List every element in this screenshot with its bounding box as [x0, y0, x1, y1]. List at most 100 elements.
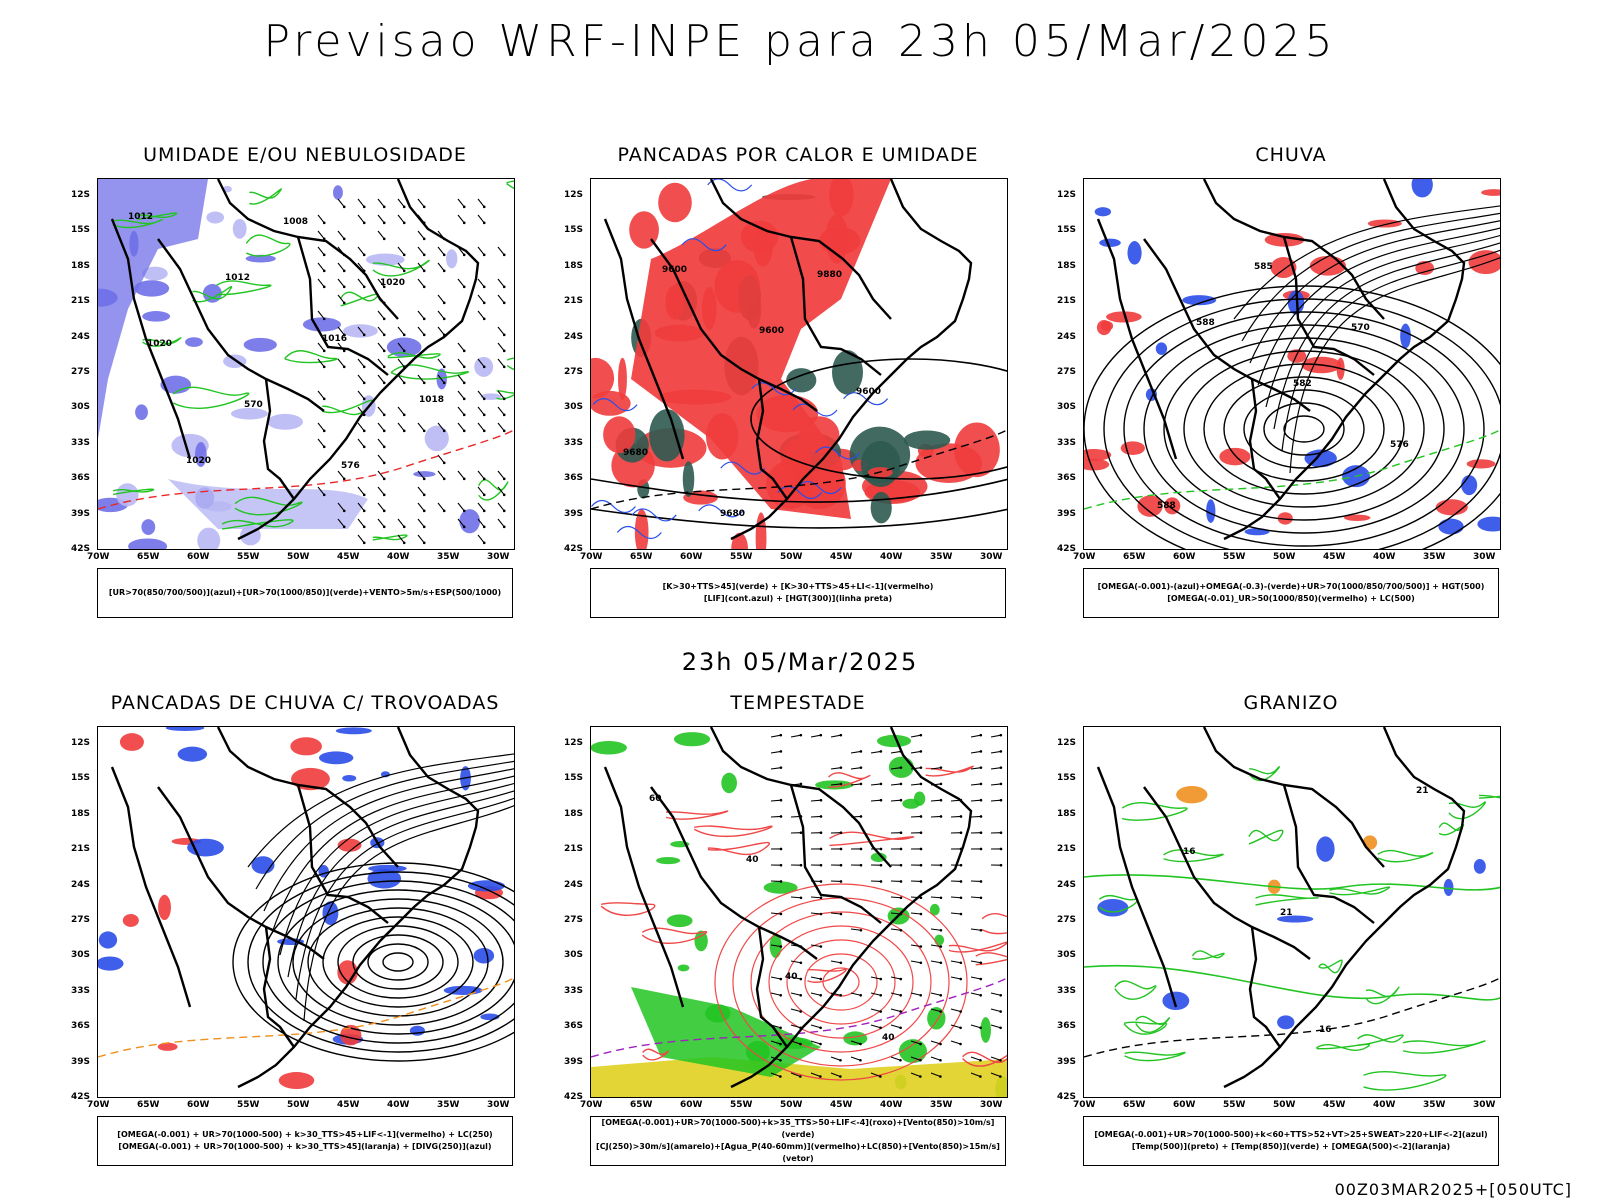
wind-arrow	[970, 815, 982, 818]
field-shading	[843, 1031, 868, 1046]
wind-arrow	[437, 326, 445, 336]
wind-arrow-head	[342, 525, 346, 529]
wind-arrow-head	[799, 896, 803, 900]
contour-line	[829, 831, 915, 847]
contour-value-label: 9600	[759, 326, 784, 336]
map-panel[interactable]: 588 582 576 588 585 570	[1083, 178, 1501, 550]
wind-arrow	[770, 912, 782, 915]
wind-arrow-head	[919, 912, 923, 916]
wind-arrow	[497, 422, 505, 432]
wind-arrow	[810, 912, 822, 915]
wind-arrow-head	[502, 397, 506, 401]
wind-arrow-head	[919, 831, 923, 835]
country-border-line	[262, 378, 295, 500]
wind-arrow	[357, 518, 365, 528]
streamline	[1249, 220, 1500, 364]
wind-arrow-head	[482, 285, 486, 289]
field-shading	[467, 880, 505, 892]
wind-arrow-head	[999, 1026, 1002, 1030]
field-shading	[860, 441, 901, 487]
latitude-tick-label: 39S	[71, 508, 91, 519]
country-border-line	[1096, 766, 1178, 1008]
wind-arrow	[417, 374, 425, 384]
longitude-tick-label: 40W	[387, 552, 410, 562]
wind-arrow	[377, 198, 385, 208]
contour-line	[1357, 1034, 1404, 1046]
field-shading	[122, 913, 139, 927]
map-panel[interactable]: 9600 9600 9600 9680 9680 9880	[590, 178, 1008, 550]
wind-arrow	[377, 342, 385, 352]
wind-arrow	[870, 992, 881, 996]
wind-arrow	[990, 1056, 1001, 1061]
accent-contour	[591, 977, 1007, 1058]
wind-arrow-head	[462, 381, 466, 385]
wind-arrow	[377, 214, 385, 224]
wind-arrow	[970, 928, 981, 931]
wind-arrow	[990, 750, 1001, 754]
streamline	[1183, 350, 1425, 508]
map-panel[interactable]: 1012 1012 1016 1018 1020 1008 1020 1020 570 576	[97, 178, 515, 550]
field-shading	[1155, 342, 1168, 355]
map-panel[interactable]: 16 21 16 21	[1083, 726, 1501, 1098]
wind-arrow-head	[502, 349, 506, 353]
wind-arrow-head	[342, 333, 346, 337]
wind-arrow-head	[919, 945, 923, 948]
wind-arrow	[950, 896, 962, 899]
country-border-line	[1143, 238, 1311, 412]
wind-arrow-head	[859, 766, 863, 769]
wind-arrow-head	[382, 205, 386, 209]
wind-arrow	[437, 246, 445, 256]
contour-value-label: 16	[1183, 847, 1196, 857]
wind-arrow	[477, 278, 485, 288]
wind-arrow	[357, 246, 365, 256]
field-shading	[243, 337, 277, 352]
wind-arrow-head	[799, 961, 803, 965]
wind-arrow-head	[779, 912, 783, 916]
latitude-tick-label: 27S	[1057, 915, 1077, 925]
country-border-line	[1202, 727, 1385, 868]
wind-arrow-head	[502, 365, 506, 369]
streamline	[1243, 389, 1365, 469]
wind-arrow-head	[999, 831, 1003, 835]
latitude-tick-label: 42S	[1057, 544, 1077, 554]
wind-arrow	[790, 960, 801, 964]
wind-arrow-head	[402, 349, 406, 353]
field-shading	[1438, 518, 1464, 535]
longitude-tick-label: 60W	[187, 1100, 210, 1110]
wind-arrow-head	[939, 1010, 942, 1013]
wind-arrow-head	[839, 733, 843, 737]
panel-legend: [OMEGA(-0.001)+UR>70(1000-500)+k<60+TTS>…	[1083, 1116, 1499, 1166]
latitude-tick-label: 18S	[71, 260, 91, 271]
wind-arrow-head	[939, 863, 943, 867]
wind-arrow	[497, 326, 505, 336]
field-shading	[197, 527, 221, 549]
longitude-tick-label: 50W	[780, 1100, 803, 1110]
wind-arrow-head	[819, 993, 823, 997]
streamline	[279, 782, 514, 956]
wind-arrow	[950, 1008, 961, 1013]
wind-arrow-head	[879, 880, 883, 883]
wind-arrow-head	[899, 928, 903, 932]
contour-line	[1365, 986, 1400, 1005]
wind-arrow-head	[442, 461, 446, 465]
field-shading	[1443, 878, 1454, 896]
wind-arrow	[850, 750, 861, 754]
wind-arrow	[417, 518, 425, 528]
wind-arrow	[397, 342, 405, 352]
wind-arrow-head	[342, 285, 346, 289]
legend-line: [Temp(500)](preto) + [Temp(850)](verde) …	[1131, 1142, 1451, 1151]
wind-arrow	[377, 486, 385, 496]
map-panel[interactable]: 40 40 60 40	[590, 726, 1008, 1098]
field-shading	[318, 751, 354, 765]
height-contour	[750, 358, 1007, 480]
wind-arrow	[770, 799, 782, 802]
contour-line	[600, 902, 656, 916]
wind-arrow-head	[839, 863, 843, 867]
map-panel[interactable]	[97, 726, 515, 1098]
wind-arrow-head	[422, 429, 426, 433]
wind-arrow-head	[482, 429, 486, 433]
latitude-tick-label: 27S	[71, 367, 91, 377]
wind-arrow	[357, 326, 365, 336]
wind-arrow	[890, 928, 901, 931]
wind-arrow	[770, 1072, 781, 1078]
